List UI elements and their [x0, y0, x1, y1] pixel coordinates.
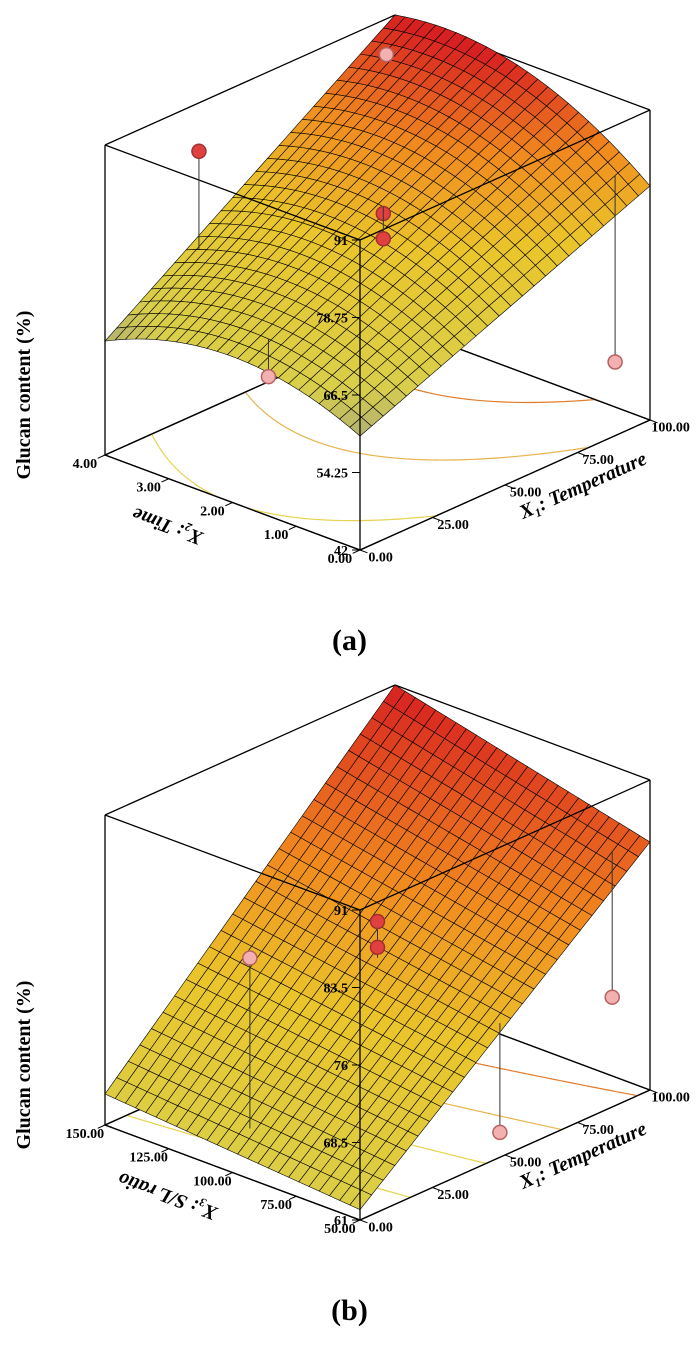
- svg-text:100.00: 100.00: [651, 421, 690, 436]
- surface-plot-b: 6168.57683.5910.0025.0050.0075.00100.005…: [0, 670, 699, 1290]
- panel-b: 6168.57683.5910.0025.0050.0075.00100.005…: [0, 670, 699, 1290]
- svg-text:91: 91: [334, 234, 348, 249]
- svg-text:2.00: 2.00: [200, 504, 225, 519]
- caption-b: (b): [0, 1294, 699, 1328]
- svg-text:83.5: 83.5: [324, 982, 349, 997]
- svg-text:125.00: 125.00: [129, 1151, 168, 1166]
- svg-text:78.75: 78.75: [317, 312, 349, 327]
- svg-text:0.00: 0.00: [368, 1221, 393, 1236]
- svg-text:76: 76: [334, 1059, 348, 1074]
- caption-a: (a): [0, 624, 699, 658]
- svg-text:Glucan content (%): Glucan content (%): [13, 311, 35, 480]
- svg-text:91: 91: [334, 904, 348, 919]
- panel-a: 4254.2566.578.75910.0025.0050.0075.00100…: [0, 0, 699, 620]
- svg-text:100.00: 100.00: [193, 1174, 232, 1189]
- svg-text:75.00: 75.00: [260, 1198, 292, 1213]
- svg-text:50.00: 50.00: [324, 1222, 356, 1237]
- svg-text:150.00: 150.00: [66, 1127, 105, 1142]
- svg-text:0.00: 0.00: [328, 552, 353, 567]
- svg-text:X₂: Time: X₂: Time: [129, 503, 207, 550]
- svg-text:66.5: 66.5: [324, 389, 349, 404]
- svg-text:1.00: 1.00: [264, 528, 289, 543]
- svg-text:25.00: 25.00: [437, 1188, 469, 1203]
- svg-text:0.00: 0.00: [368, 551, 393, 566]
- svg-text:4.00: 4.00: [73, 457, 98, 472]
- svg-text:25.00: 25.00: [437, 518, 469, 533]
- svg-text:3.00: 3.00: [136, 481, 161, 496]
- svg-text:68.5: 68.5: [324, 1137, 349, 1152]
- svg-text:Glucan content (%): Glucan content (%): [13, 981, 35, 1150]
- svg-text:100.00: 100.00: [651, 1091, 690, 1106]
- svg-text:54.25: 54.25: [317, 467, 349, 482]
- surface-plot-a: 4254.2566.578.75910.0025.0050.0075.00100…: [0, 0, 699, 620]
- figure-container: 4254.2566.578.75910.0025.0050.0075.00100…: [0, 0, 699, 1328]
